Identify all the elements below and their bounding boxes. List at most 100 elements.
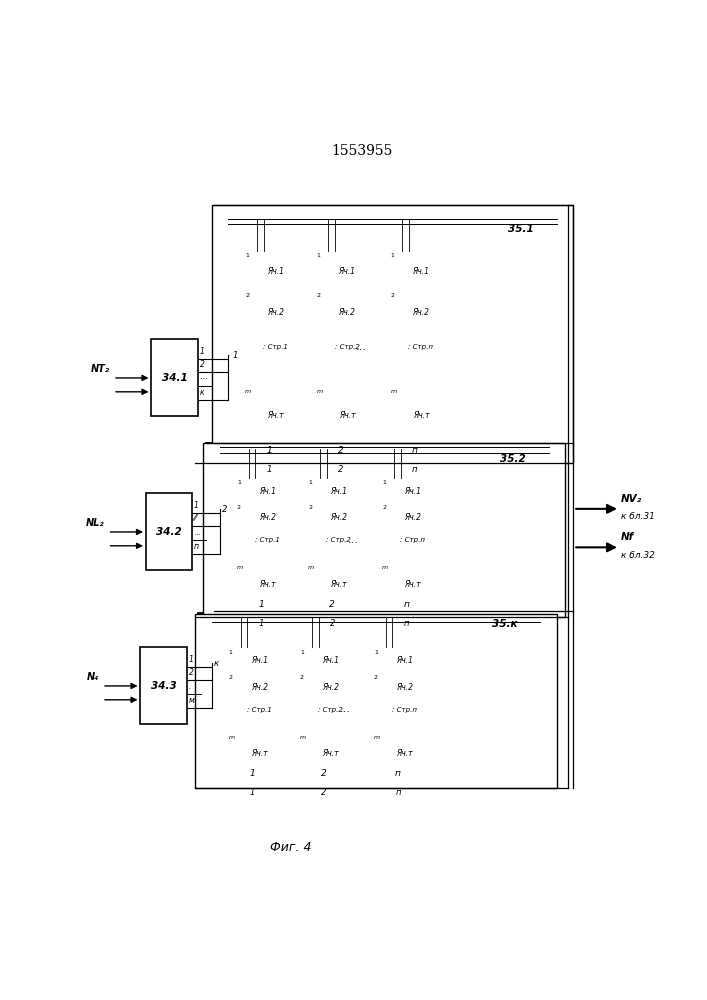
- Text: п: п: [395, 788, 401, 797]
- Text: Яч.1: Яч.1: [322, 656, 339, 665]
- Text: 2: 2: [321, 769, 327, 778]
- Bar: [204, 443, 565, 617]
- Bar: [228, 228, 557, 447]
- Text: к бл.31: к бл.31: [621, 512, 655, 521]
- Text: 2: 2: [237, 505, 241, 510]
- Bar: [242, 251, 297, 292]
- Bar: [242, 251, 252, 436]
- Text: Яч.т: Яч.т: [267, 411, 284, 420]
- Bar: [313, 292, 368, 333]
- Bar: [146, 493, 192, 570]
- Text: : Стр.1: : Стр.1: [255, 537, 280, 543]
- Bar: [242, 395, 297, 436]
- Text: 1: 1: [199, 347, 204, 356]
- Bar: [195, 614, 557, 788]
- Bar: [370, 647, 426, 674]
- Text: к бл.32: к бл.32: [621, 551, 655, 560]
- Bar: [233, 505, 288, 531]
- Text: 2: 2: [329, 619, 335, 628]
- Bar: [297, 674, 351, 700]
- Text: Яч.т: Яч.т: [396, 749, 413, 758]
- Text: Яч.1: Яч.1: [339, 267, 356, 276]
- Text: 2: 2: [329, 600, 335, 609]
- Bar: [233, 571, 288, 597]
- Text: m: m: [245, 389, 251, 394]
- Text: 2: 2: [300, 675, 304, 680]
- Bar: [211, 626, 540, 772]
- Text: п: п: [403, 600, 409, 609]
- Text: п: п: [194, 542, 199, 551]
- Text: 1: 1: [300, 650, 304, 655]
- Text: 2: 2: [245, 293, 249, 298]
- Text: 1: 1: [374, 650, 378, 655]
- Text: Яч.т: Яч.т: [259, 580, 276, 589]
- Bar: [305, 478, 360, 597]
- Bar: [379, 571, 433, 597]
- Text: m: m: [382, 565, 388, 570]
- Text: к: к: [199, 388, 204, 397]
- Text: Яч.т: Яч.т: [339, 411, 356, 420]
- Text: Яч.2: Яч.2: [396, 683, 413, 692]
- Text: 35.1: 35.1: [508, 224, 534, 234]
- Text: ...: ...: [348, 535, 358, 545]
- Text: Яч.т: Яч.т: [404, 580, 421, 589]
- Text: 1: 1: [189, 655, 194, 664]
- Text: ⋯: ⋯: [199, 374, 207, 383]
- Text: Яч.2: Яч.2: [339, 308, 356, 317]
- Text: п: п: [411, 465, 417, 474]
- Text: Яч.1: Яч.1: [259, 487, 276, 496]
- Text: Яч.т: Яч.т: [413, 411, 429, 420]
- Text: m: m: [237, 565, 243, 570]
- Bar: [226, 740, 280, 767]
- Text: : Стр.п: : Стр.п: [409, 344, 433, 350]
- Text: NV₂: NV₂: [621, 494, 642, 504]
- Text: m: m: [308, 565, 314, 570]
- Text: : Стр.2: : Стр.2: [334, 344, 359, 350]
- Bar: [226, 647, 280, 767]
- Text: ...: ...: [339, 704, 350, 714]
- Bar: [305, 505, 360, 531]
- Text: Фиг. 4: Фиг. 4: [270, 841, 312, 854]
- Text: m: m: [374, 735, 380, 740]
- Text: m: m: [390, 389, 397, 394]
- Text: Яч.т: Яч.т: [251, 749, 268, 758]
- Bar: [141, 647, 187, 724]
- Text: 1: 1: [245, 253, 249, 258]
- Text: Яч.2: Яч.2: [267, 308, 284, 317]
- Bar: [379, 478, 389, 597]
- Text: Яч.2: Яч.2: [412, 308, 429, 317]
- Text: Яч.2: Яч.2: [251, 683, 268, 692]
- Text: к: к: [214, 659, 218, 668]
- Text: m: m: [316, 389, 322, 394]
- Bar: [313, 395, 368, 436]
- Text: Яч.1: Яч.1: [330, 487, 347, 496]
- Text: NT₂: NT₂: [91, 364, 110, 374]
- Text: 1: 1: [390, 253, 395, 258]
- Bar: [370, 647, 426, 767]
- Text: 35.к: 35.к: [492, 619, 518, 629]
- Bar: [305, 478, 315, 597]
- Bar: [387, 292, 442, 333]
- Text: 34.2: 34.2: [156, 527, 182, 537]
- Text: 1: 1: [194, 501, 199, 510]
- Text: 2: 2: [374, 675, 378, 680]
- Text: m: m: [228, 735, 235, 740]
- Text: 1: 1: [237, 480, 241, 485]
- Text: 2: 2: [228, 675, 233, 680]
- Bar: [387, 395, 442, 436]
- Bar: [198, 613, 551, 782]
- Text: 1553955: 1553955: [332, 144, 393, 158]
- Text: п: п: [395, 769, 401, 778]
- Text: 1: 1: [316, 253, 320, 258]
- Text: 2: 2: [382, 505, 386, 510]
- Bar: [379, 478, 433, 597]
- Bar: [226, 674, 280, 700]
- Text: 2: 2: [337, 446, 344, 455]
- Text: 2: 2: [316, 293, 320, 298]
- Text: Яч.2: Яч.2: [259, 513, 276, 522]
- Bar: [151, 339, 198, 416]
- Text: : Стр.п: : Стр.п: [392, 707, 417, 713]
- Text: 1: 1: [267, 465, 272, 474]
- Bar: [313, 251, 368, 292]
- Bar: [387, 251, 397, 436]
